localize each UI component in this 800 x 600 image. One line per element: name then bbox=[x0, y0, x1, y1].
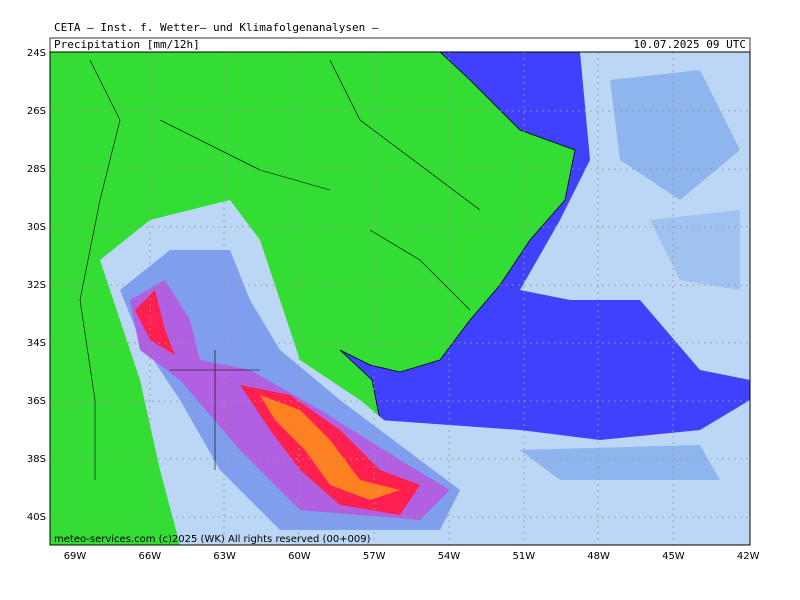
lat-label: 38S bbox=[27, 454, 46, 465]
lat-label: 28S bbox=[27, 164, 46, 175]
lat-label: 40S bbox=[27, 512, 46, 523]
precip-intense bbox=[135, 290, 175, 355]
ocean-cloud bbox=[520, 445, 720, 480]
lon-label: 54W bbox=[438, 551, 461, 562]
map-area bbox=[50, 52, 750, 545]
lat-label: 34S bbox=[27, 338, 46, 349]
lat-label: 24S bbox=[27, 48, 46, 59]
lat-label: 30S bbox=[27, 222, 46, 233]
ocean-cloud bbox=[610, 70, 740, 200]
lat-label: 26S bbox=[27, 106, 46, 117]
lon-label: 42W bbox=[737, 551, 760, 562]
lat-label: 36S bbox=[27, 396, 46, 407]
graticule bbox=[50, 52, 750, 545]
lon-label: 51W bbox=[512, 551, 535, 562]
lon-label: 45W bbox=[662, 551, 685, 562]
lon-label: 66W bbox=[138, 551, 161, 562]
lon-label: 48W bbox=[587, 551, 610, 562]
lon-label: 60W bbox=[288, 551, 311, 562]
ocean-cloud bbox=[650, 210, 740, 290]
lon-label: 69W bbox=[64, 551, 87, 562]
valid-time: 10.07.2025 09 UTC bbox=[633, 38, 746, 51]
precip-extreme bbox=[260, 395, 400, 500]
lat-label: 32S bbox=[27, 280, 46, 291]
lon-label: 63W bbox=[213, 551, 236, 562]
field-label: Precipitation [mm/12h] bbox=[54, 38, 200, 51]
map-frame bbox=[49, 51, 751, 546]
lon-label: 57W bbox=[363, 551, 386, 562]
borders bbox=[79, 59, 481, 480]
footer: meteo-services.com (c)2025 (WK) All righ… bbox=[54, 534, 371, 545]
header-title: CETA — Inst. f. Wetter— und Klimafolgena… bbox=[54, 21, 379, 34]
